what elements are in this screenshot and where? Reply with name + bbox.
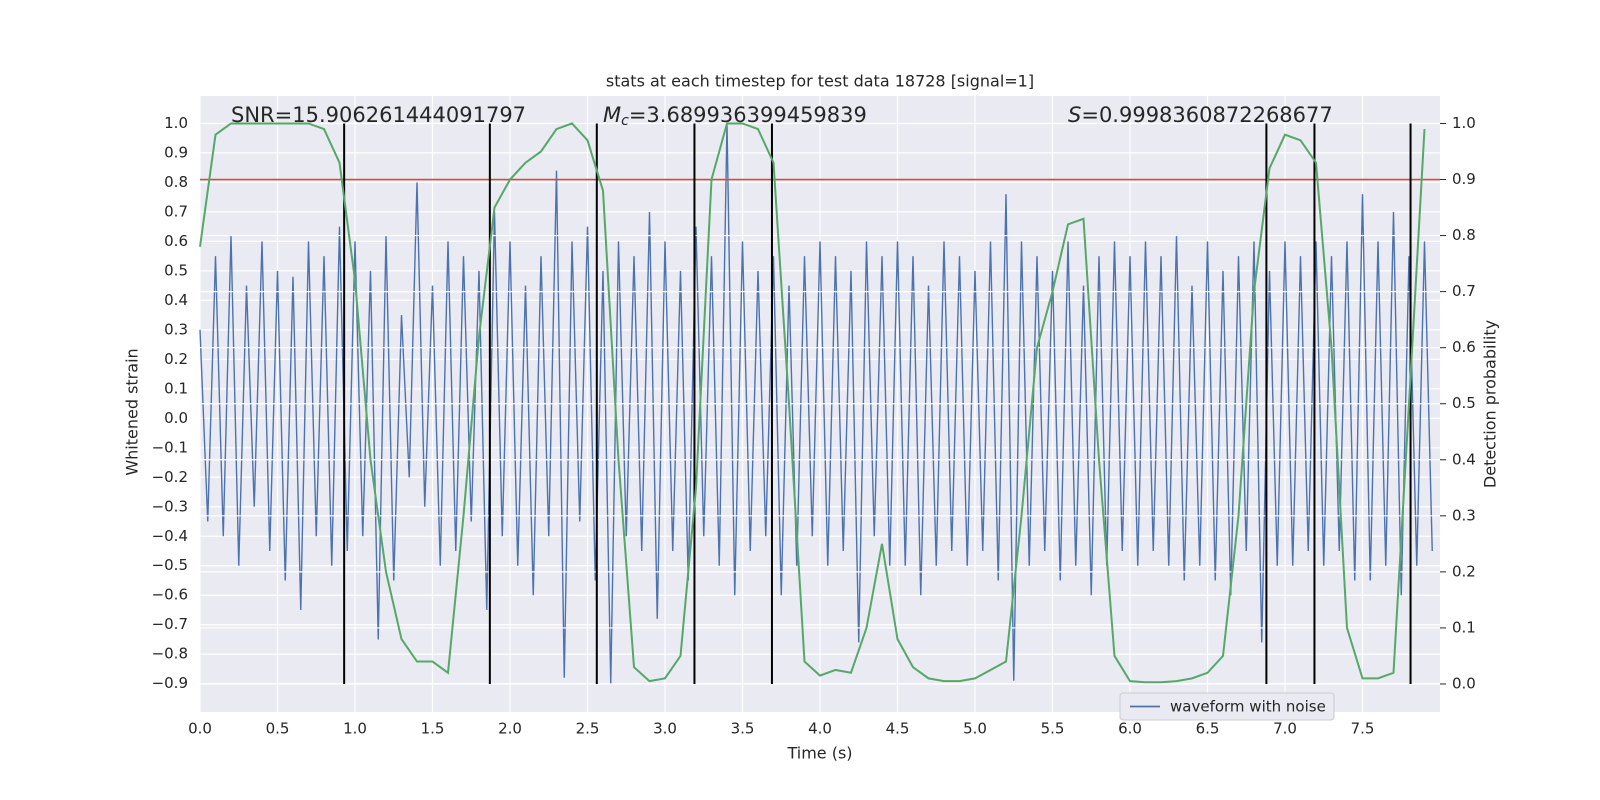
y2-tick-label: 0.9 <box>1452 170 1476 188</box>
x-tick-label: 1.0 <box>343 720 367 738</box>
x-tick-label: 4.0 <box>808 720 832 738</box>
y-tick-label: −0.1 <box>152 438 188 456</box>
annotation: Mc=3.689936399459839 <box>603 103 867 129</box>
x-tick-label: 0.0 <box>188 720 212 738</box>
x-tick-label: 3.0 <box>653 720 677 738</box>
x-tick-label: 6.5 <box>1196 720 1220 738</box>
y-axis-label: Whitened strain <box>123 348 142 475</box>
y-tick-label: 0.8 <box>164 173 188 191</box>
y2-tick-label: 0.4 <box>1452 450 1476 468</box>
x-tick-label: 4.5 <box>886 720 910 738</box>
y-tick-label: −0.6 <box>152 586 188 604</box>
x-tick-label: 3.5 <box>731 720 755 738</box>
y-tick-label: 0.3 <box>164 320 188 338</box>
annotation: S=0.9998360872268677 <box>1068 103 1333 127</box>
legend-box <box>1119 692 1335 721</box>
y-tick-label: 0.2 <box>164 350 188 368</box>
x-tick-label: 0.5 <box>266 720 290 738</box>
x-tick-label: 1.5 <box>421 720 445 738</box>
y-tick-label: −0.2 <box>152 468 188 486</box>
y-tick-label: 0.4 <box>164 291 188 309</box>
legend-label: waveform with noise <box>1170 698 1326 716</box>
y-tick-label: −0.9 <box>152 674 188 692</box>
y-tick-label: 0.0 <box>164 409 188 427</box>
y2-tick-label: 0.2 <box>1452 562 1476 580</box>
x-tick-label: 7.5 <box>1351 720 1375 738</box>
y-tick-label: 0.5 <box>164 261 188 279</box>
y-tick-label: 0.1 <box>164 379 188 397</box>
legend: waveform with noise <box>1119 692 1335 721</box>
y-tick-label: 1.0 <box>164 114 188 132</box>
y2-tick-label: 1.0 <box>1452 114 1476 132</box>
data-line <box>199 123 1433 684</box>
y-tick-label: −0.3 <box>152 497 188 515</box>
y-tick-label: −0.5 <box>152 556 188 574</box>
y-tick-label: 0.9 <box>164 143 188 161</box>
x-tick-label: 5.0 <box>963 720 987 738</box>
chart-title: stats at each timestep for test data 187… <box>606 72 1034 91</box>
y2-tick-label: 0.1 <box>1452 618 1476 636</box>
x-tick-label: 5.5 <box>1041 720 1065 738</box>
y2-tick-label: 0.8 <box>1452 226 1476 244</box>
annotation: SNR=15.906261444091797 <box>231 103 526 127</box>
x-tick-label: 6.0 <box>1118 720 1142 738</box>
x-tick-label: 2.5 <box>576 720 600 738</box>
y2-tick-label: 0.3 <box>1452 506 1476 524</box>
x-axis-label: Time (s) <box>786 744 852 763</box>
y2-axis-label: Detection probability <box>1481 320 1500 488</box>
y2-tick-label: 0.6 <box>1452 338 1476 356</box>
x-tick-label: 7.0 <box>1273 720 1297 738</box>
y-tick-label: 0.7 <box>164 202 188 220</box>
y2-tick-label: 0.0 <box>1452 674 1476 692</box>
y2-tick-label: 0.7 <box>1452 282 1476 300</box>
y-tick-label: −0.8 <box>152 645 188 663</box>
x-tick-label: 2.0 <box>498 720 522 738</box>
y-tick-label: −0.4 <box>152 527 188 545</box>
data-line <box>199 122 1426 684</box>
y-tick-label: 0.6 <box>164 232 188 250</box>
y-tick-label: −0.7 <box>152 615 188 633</box>
y2-tick-label: 0.5 <box>1452 394 1476 412</box>
